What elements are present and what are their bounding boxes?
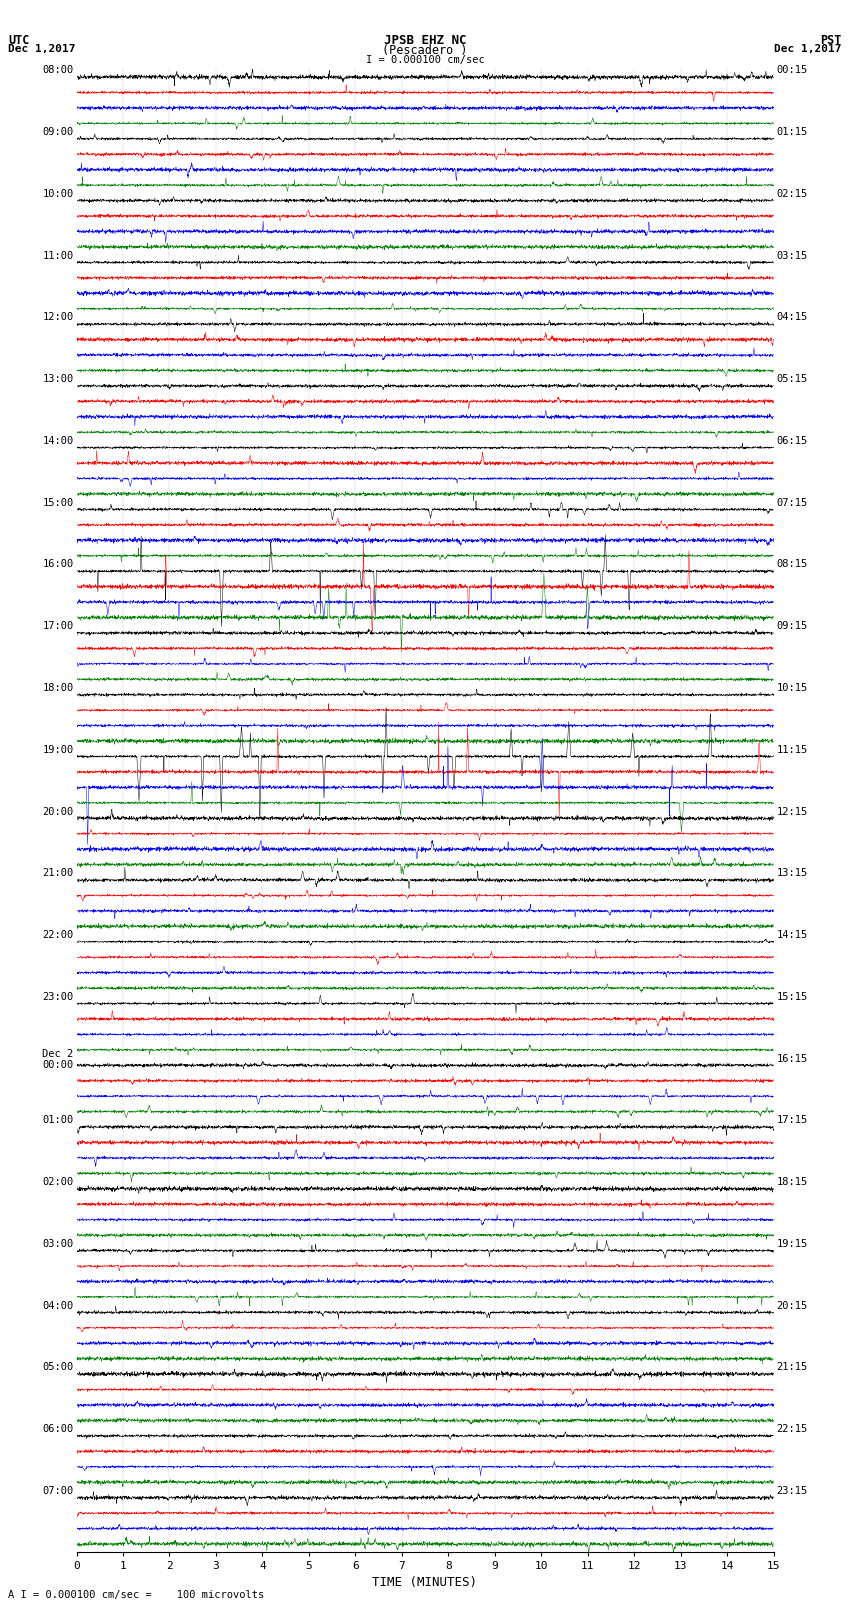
Text: UTC: UTC xyxy=(8,34,30,47)
Text: PST: PST xyxy=(820,34,842,47)
Text: JPSB EHZ NC: JPSB EHZ NC xyxy=(383,34,467,47)
Text: Dec 1,2017: Dec 1,2017 xyxy=(8,44,76,53)
Text: I = 0.000100 cm/sec: I = 0.000100 cm/sec xyxy=(366,55,484,65)
Text: A I = 0.000100 cm/sec =    100 microvolts: A I = 0.000100 cm/sec = 100 microvolts xyxy=(8,1590,264,1600)
Text: (Pescadero ): (Pescadero ) xyxy=(382,44,468,56)
Text: Dec 1,2017: Dec 1,2017 xyxy=(774,44,842,53)
X-axis label: TIME (MINUTES): TIME (MINUTES) xyxy=(372,1576,478,1589)
